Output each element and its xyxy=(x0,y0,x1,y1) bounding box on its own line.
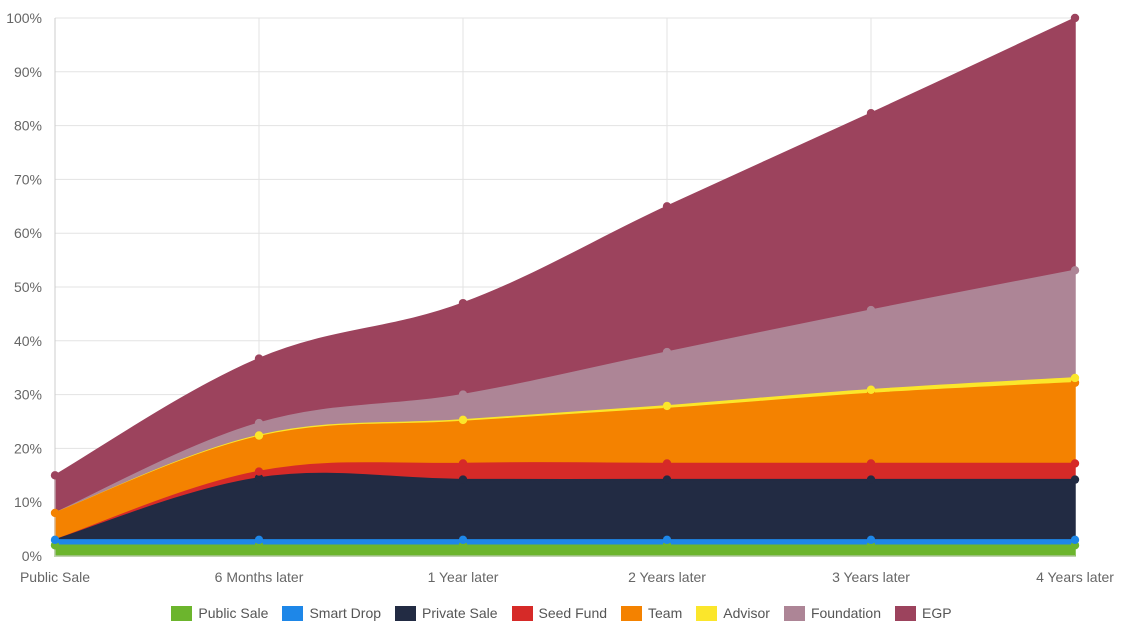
legend-item[interactable]: Foundation xyxy=(783,605,881,621)
x-tick-label: 1 Year later xyxy=(428,569,499,585)
legend-swatch xyxy=(696,605,718,621)
area-layer xyxy=(54,17,1076,557)
legend-item[interactable]: EGP xyxy=(895,605,952,621)
point-foundation xyxy=(662,347,672,357)
legend-item[interactable]: Advisor xyxy=(696,605,770,621)
point-private-sale xyxy=(1070,475,1080,484)
point-private-sale xyxy=(866,475,876,484)
point-layer xyxy=(50,13,1080,550)
legend-label: Foundation xyxy=(810,605,881,621)
point-egp xyxy=(254,354,264,363)
point-egp xyxy=(50,471,60,480)
point-seed-fund xyxy=(662,459,672,468)
point-smart-drop xyxy=(458,535,468,545)
legend-item[interactable]: Team xyxy=(621,605,682,621)
y-tick-label: 60% xyxy=(14,225,42,241)
legend-item[interactable]: Seed Fund xyxy=(511,605,608,621)
point-smart-drop xyxy=(662,535,672,545)
point-private-sale xyxy=(254,473,264,483)
chart-legend: Public Sale Smart Drop Private Sale Seed Fu… xyxy=(0,601,1123,625)
y-tick-label: 0% xyxy=(22,548,42,564)
point-egp xyxy=(1070,13,1080,23)
point-egp xyxy=(866,109,876,118)
legend-swatch xyxy=(895,605,916,621)
legend-label: EGP xyxy=(922,605,952,621)
x-tick-label: 6 Months later xyxy=(215,569,304,585)
point-private-sale xyxy=(662,475,672,484)
point-seed-fund xyxy=(254,467,264,476)
legend-swatch xyxy=(511,605,533,621)
point-smart-drop xyxy=(254,535,264,545)
x-tick-label: 2 Years later xyxy=(628,569,706,585)
y-tick-label: 40% xyxy=(14,333,42,349)
y-tick-label: 80% xyxy=(14,118,42,134)
point-seed-fund xyxy=(458,459,468,468)
y-tick-label: 90% xyxy=(14,64,42,80)
point-smart-drop xyxy=(50,535,60,545)
legend-swatch xyxy=(395,605,417,621)
legend-label: Team xyxy=(648,605,683,621)
point-foundation xyxy=(458,390,468,399)
point-advisor xyxy=(1070,373,1080,383)
legend-item[interactable]: Private Sale xyxy=(395,605,498,621)
legend-swatch xyxy=(621,605,643,621)
legend-label: Seed Fund xyxy=(538,605,608,621)
point-seed-fund xyxy=(866,459,876,468)
point-advisor xyxy=(458,415,468,425)
legend-label: Private Sale xyxy=(422,605,498,621)
legend-label: Smart Drop xyxy=(309,605,382,621)
point-foundation xyxy=(1070,266,1080,275)
point-advisor xyxy=(662,401,672,411)
y-tick-label: 70% xyxy=(14,171,42,187)
x-tick-label: 3 Years later xyxy=(832,569,910,585)
area-smart-drop xyxy=(54,539,1076,546)
legend-swatch xyxy=(783,605,805,621)
axis-layer: 0% 10% 20% 30% 40% 50% 60% 70% 80% 90% 100% Public … xyxy=(6,10,1114,585)
y-tick-label: 100% xyxy=(6,10,42,26)
y-tick-label: 50% xyxy=(14,279,42,295)
y-tick-label: 30% xyxy=(14,387,42,403)
stacked-area-chart: 0% 10% 20% 30% 40% 50% 60% 70% 80% 90% 100% Public … xyxy=(6,10,1114,585)
point-smart-drop xyxy=(866,535,876,545)
point-egp xyxy=(662,202,672,211)
y-tick-label: 20% xyxy=(14,440,42,456)
point-smart-drop xyxy=(1070,535,1080,545)
point-foundation xyxy=(254,418,264,428)
legend-label: Advisor xyxy=(723,605,770,621)
point-team xyxy=(50,508,60,518)
legend-item[interactable]: Public Sale xyxy=(171,605,268,621)
legend-item[interactable]: Smart Drop xyxy=(282,605,381,621)
point-advisor xyxy=(866,385,876,394)
legend-swatch xyxy=(282,605,304,621)
x-tick-label: Public Sale xyxy=(20,569,90,585)
point-seed-fund xyxy=(1070,459,1080,468)
point-advisor xyxy=(254,431,264,440)
point-private-sale xyxy=(458,475,468,484)
area-public-sale xyxy=(54,544,1076,557)
x-tick-label: 4 Years later xyxy=(1036,569,1114,585)
legend-label: Public Sale xyxy=(198,605,269,621)
point-foundation xyxy=(866,305,876,315)
legend-swatch xyxy=(171,605,193,621)
point-egp xyxy=(458,298,468,308)
y-tick-label: 10% xyxy=(14,494,42,510)
